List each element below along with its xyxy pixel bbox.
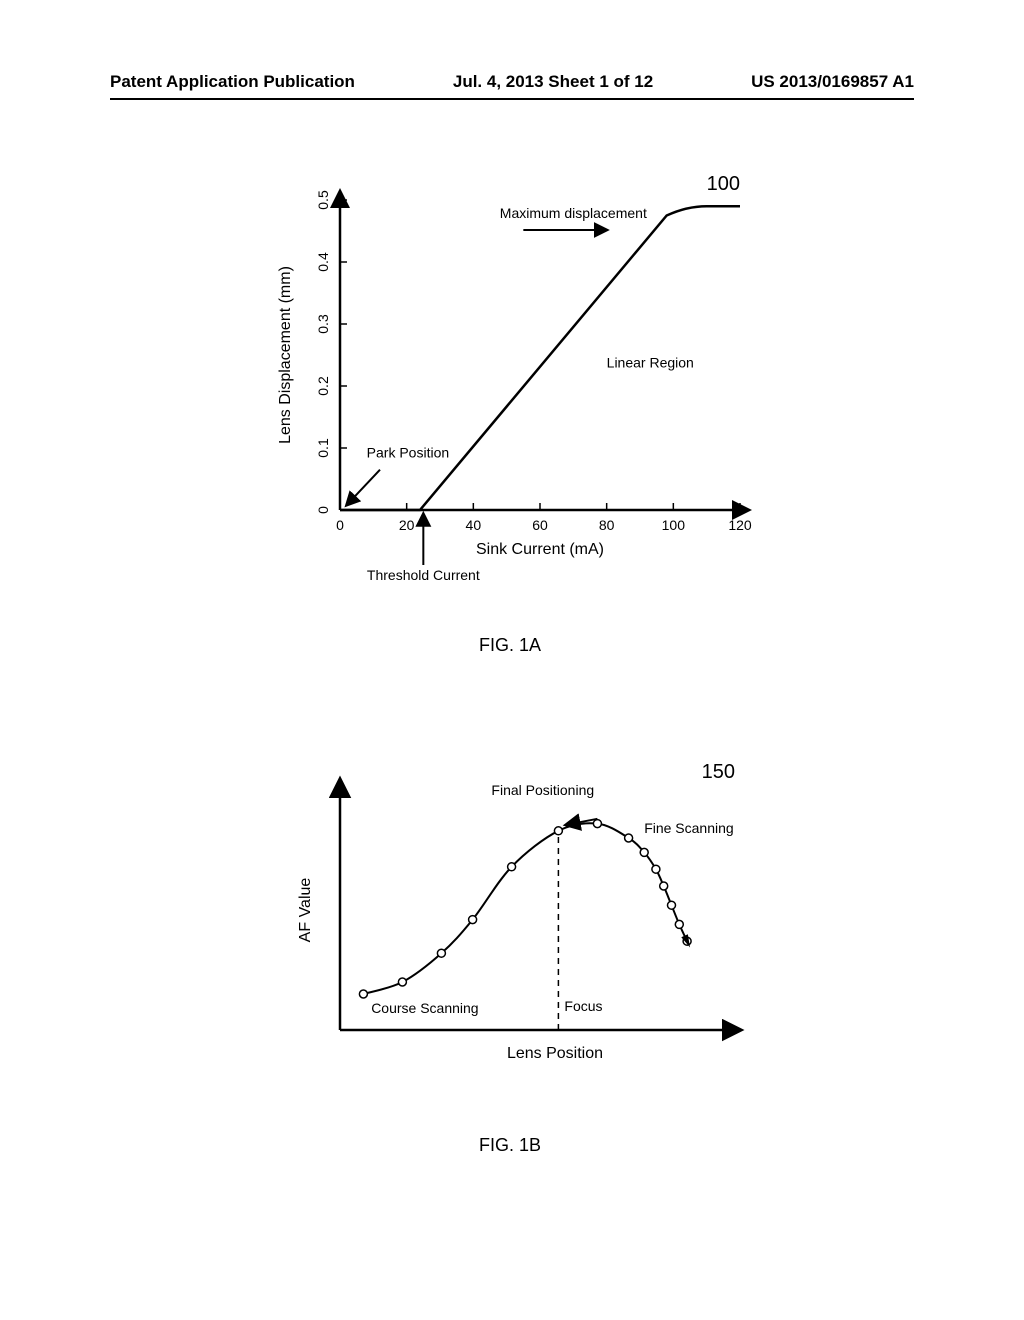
svg-text:0: 0 — [315, 506, 331, 514]
svg-text:80: 80 — [599, 517, 615, 533]
svg-text:0.1: 0.1 — [315, 438, 331, 458]
svg-text:Lens Displacement (mm): Lens Displacement (mm) — [277, 266, 294, 444]
svg-text:Focus: Focus — [564, 998, 602, 1014]
figure-1a-caption: FIG. 1A — [260, 635, 760, 656]
header-right: US 2013/0169857 A1 — [751, 72, 914, 92]
header-rule — [110, 98, 914, 100]
svg-text:0.3: 0.3 — [315, 314, 331, 334]
figure-1b: Lens Position AF Value Final Positioning Fi… — [270, 760, 750, 1156]
svg-text:0.2: 0.2 — [315, 376, 331, 396]
svg-text:Sink Current (mA): Sink Current (mA) — [476, 541, 604, 558]
svg-text:20: 20 — [399, 517, 415, 533]
svg-text:40: 40 — [466, 517, 482, 533]
chart-1a: 0 20 40 60 80 100 120 0 0.1 0.2 0.3 0.4 0.5 Sink Curr… — [260, 170, 760, 590]
svg-text:Lens Position: Lens Position — [507, 1045, 603, 1062]
svg-text:Fine Scanning: Fine Scanning — [644, 820, 734, 836]
svg-text:150: 150 — [702, 761, 735, 783]
svg-text:100: 100 — [707, 173, 740, 195]
svg-text:0: 0 — [336, 517, 344, 533]
svg-text:0.4: 0.4 — [315, 252, 331, 272]
header-center: Jul. 4, 2013 Sheet 1 of 12 — [453, 72, 653, 92]
svg-text:120: 120 — [728, 517, 752, 533]
svg-text:0.5: 0.5 — [315, 190, 331, 210]
figure-1b-caption: FIG. 1B — [270, 1135, 750, 1156]
figure-1a: 0 20 40 60 80 100 120 0 0.1 0.2 0.3 0.4 0.5 Sink Curr… — [260, 170, 760, 656]
svg-text:Course Scanning: Course Scanning — [371, 1000, 478, 1016]
page-header: Patent Application Publication Jul. 4, 2… — [0, 72, 1024, 92]
chart-1b: Lens Position AF Value Final Positioning Fi… — [270, 760, 750, 1090]
svg-text:AF Value: AF Value — [297, 878, 314, 943]
svg-text:Final Positioning: Final Positioning — [491, 782, 594, 798]
svg-text:60: 60 — [532, 517, 548, 533]
svg-text:Park Position: Park Position — [367, 444, 449, 460]
svg-text:Maximum displacement: Maximum displacement — [500, 205, 647, 221]
header-left: Patent Application Publication — [110, 72, 355, 92]
svg-text:100: 100 — [662, 517, 686, 533]
svg-text:Linear Region: Linear Region — [607, 354, 694, 370]
svg-text:Threshold Current: Threshold Current — [367, 567, 480, 583]
